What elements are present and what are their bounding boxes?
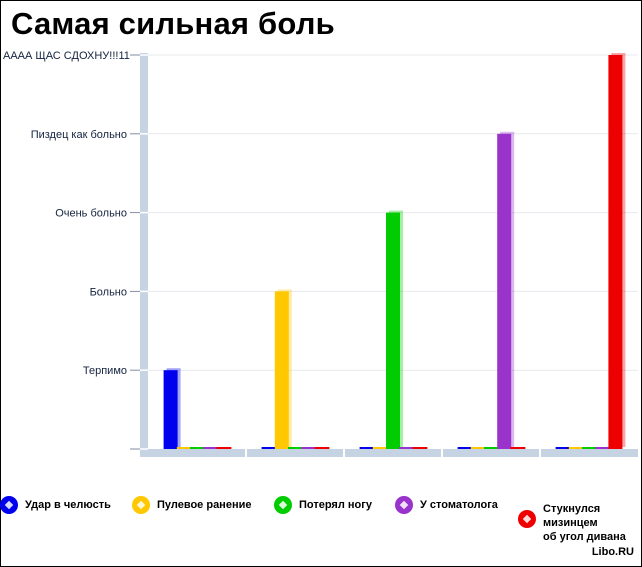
- bar-zero: [399, 447, 415, 449]
- chart-legend: Удар в челюсть Пулевое ранение Потерял ног…: [0, 496, 642, 556]
- bar-zero: [470, 447, 486, 449]
- chart-title: Самая сильная боль: [11, 6, 335, 41]
- legend-label: У стоматолога: [420, 499, 498, 511]
- y-tick-label: Терпимо: [83, 365, 127, 377]
- bar: [163, 370, 178, 449]
- legend-item: Пулевое ранение: [132, 496, 251, 514]
- bar: [274, 291, 289, 449]
- y-tick-label: Очень больно: [55, 208, 127, 220]
- y-tick-label: Пиздец как больно: [31, 129, 127, 141]
- legend-label: Пулевое ранение: [157, 499, 252, 511]
- y-axis-wall: [140, 53, 148, 455]
- legend-item: Удар в челюсть: [0, 496, 111, 514]
- bar-zero: [314, 447, 330, 449]
- bar-zero: [176, 447, 192, 449]
- legend-swatch-icon: [132, 496, 150, 514]
- bar-chart: Терпимо Больно Очень больно Пиздец как боль…: [3, 50, 638, 457]
- bar-zero: [359, 447, 375, 449]
- x-axis-floor: [140, 449, 638, 457]
- bar-zero: [484, 447, 499, 449]
- legend-swatch-icon: [274, 496, 292, 514]
- legend-swatch-icon: [395, 496, 413, 514]
- bar-zero: [190, 447, 205, 449]
- y-tick-label: АААА ЩАС СДОХНУ!!!11: [3, 50, 130, 62]
- legend-swatch-icon: [518, 510, 536, 528]
- bar-zero: [203, 447, 219, 449]
- y-tick-label: Больно: [90, 286, 127, 298]
- legend-label: Стукнулся мизинцем об угол дивана: [543, 503, 626, 543]
- bar-zero: [457, 447, 473, 449]
- bar-zero: [412, 447, 428, 449]
- bar: [386, 212, 400, 449]
- bar: [608, 55, 623, 449]
- bar-zero: [568, 447, 584, 449]
- bar-zero: [216, 447, 232, 449]
- bar: [497, 133, 512, 450]
- bar-zero: [510, 447, 526, 449]
- legend-item: Стукнулся мизинцем об угол дивана: [518, 500, 626, 544]
- bar-zero: [582, 447, 597, 449]
- bar-zero: [555, 447, 571, 449]
- bar-zero: [595, 447, 611, 449]
- bar-zero: [261, 447, 277, 449]
- legend-label: Потерял ногу: [299, 499, 372, 511]
- legend-label: Удар в челюсть: [25, 499, 111, 511]
- bar-zero: [372, 447, 388, 449]
- legend-item: Потерял ногу: [274, 496, 372, 514]
- legend-swatch-icon: [0, 496, 18, 514]
- bar-zero: [288, 447, 303, 449]
- bar-zero: [301, 447, 317, 449]
- legend-item: У стоматолога: [395, 496, 498, 514]
- watermark: Libo.RU: [591, 546, 634, 558]
